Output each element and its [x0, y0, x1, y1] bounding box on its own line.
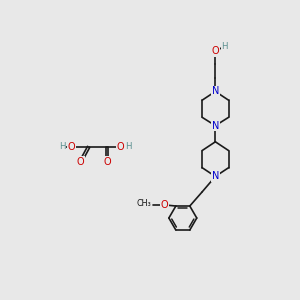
Text: O: O — [116, 142, 124, 152]
Text: O: O — [103, 157, 111, 167]
Text: N: N — [212, 86, 219, 96]
Text: N: N — [212, 171, 219, 182]
Text: CH₃: CH₃ — [137, 199, 152, 208]
Text: H: H — [59, 142, 65, 152]
Text: H: H — [221, 42, 228, 51]
Text: O: O — [212, 46, 219, 56]
Text: O: O — [77, 157, 84, 167]
Text: N: N — [212, 121, 219, 130]
Text: O: O — [68, 142, 75, 152]
Text: O: O — [160, 200, 168, 210]
Text: H: H — [125, 142, 132, 152]
